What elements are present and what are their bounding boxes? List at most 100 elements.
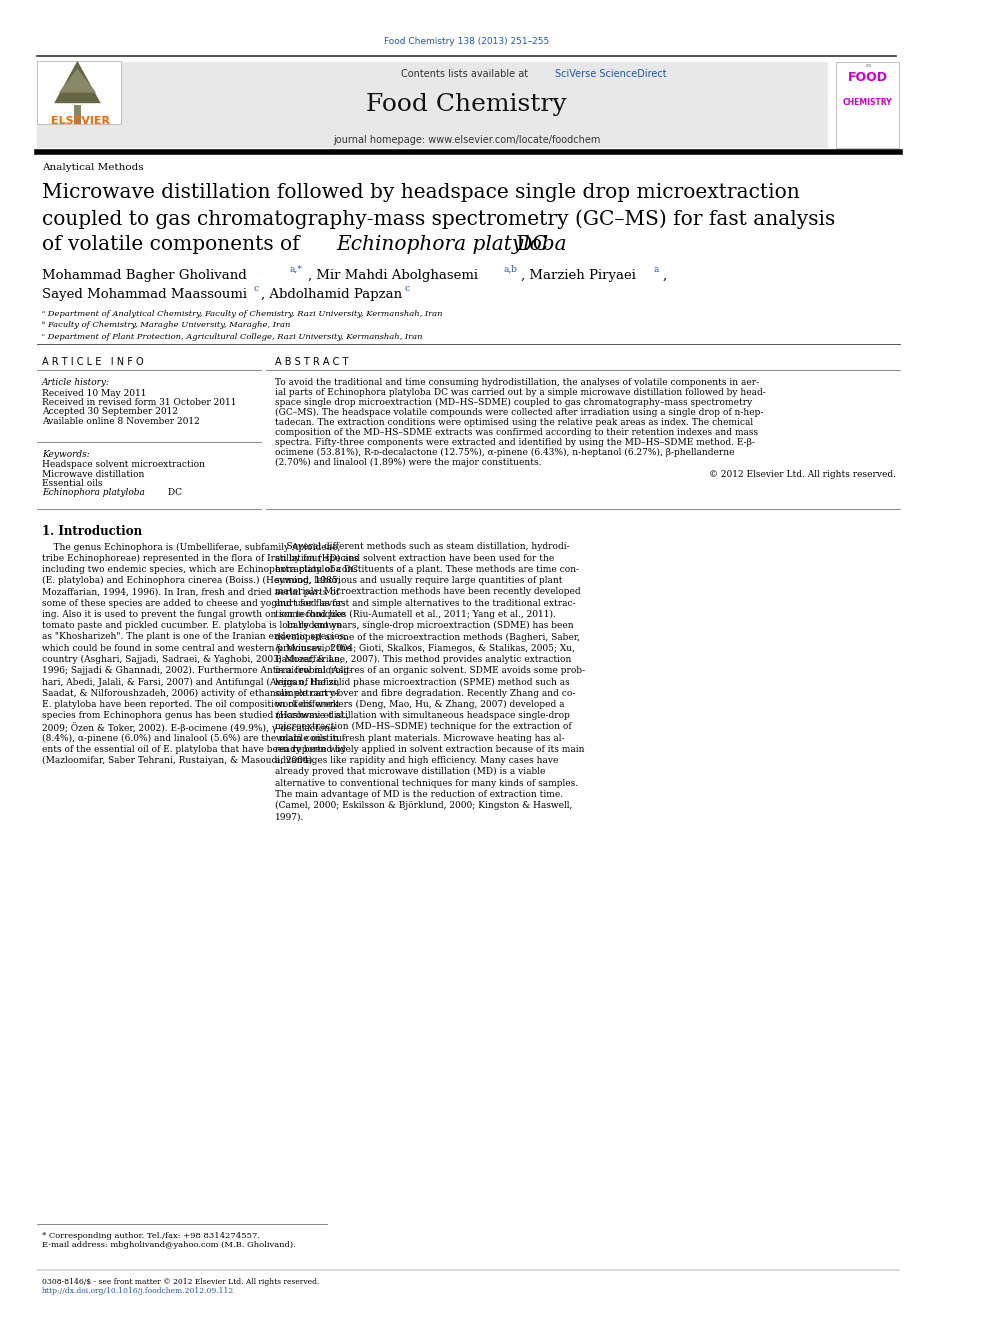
Text: ELSEVIER: ELSEVIER (52, 116, 110, 127)
Text: in a few microlitres of an organic solvent. SDME avoids some prob-: in a few microlitres of an organic solve… (275, 665, 585, 675)
Text: ents of the essential oil of E. platyloba that have been reported by: ents of the essential oil of E. platylob… (42, 745, 346, 754)
Text: ial parts of Echinophora platyloba DC was carried out by a simple microwave dist: ial parts of Echinophora platyloba DC wa… (275, 389, 766, 397)
Text: The main advantage of MD is the reduction of extraction time.: The main advantage of MD is the reductio… (275, 790, 563, 799)
Text: tribe Echinophoreae) represented in the flora of Iran by four species: tribe Echinophoreae) represented in the … (42, 553, 358, 562)
Text: Received 10 May 2011: Received 10 May 2011 (42, 389, 147, 398)
Bar (73, 105, 81, 124)
Text: ing. Also it is used to prevent the fungal growth on some food like: ing. Also it is used to prevent the fung… (42, 610, 345, 619)
Text: which could be found in some central and western provinces of the: which could be found in some central and… (42, 643, 351, 652)
Text: volatile oils in fresh plant materials. Microwave heating has al-: volatile oils in fresh plant materials. … (275, 733, 564, 742)
Text: E-mail address: mbgholivand@yahoo.com (M.B. Gholivand).: E-mail address: mbgholivand@yahoo.com (M… (42, 1241, 296, 1249)
Text: Article history:: Article history: (42, 378, 110, 388)
Text: materials. Microextraction methods have been recently developed: materials. Microextraction methods have … (275, 587, 581, 597)
Text: DC: DC (165, 488, 183, 497)
Text: Echinophora platyloba: Echinophora platyloba (42, 488, 145, 497)
Polygon shape (59, 69, 96, 93)
Text: some of these species are added to cheese and yoghurt for flavor-: some of these species are added to chees… (42, 598, 345, 607)
Text: A B S T R A C T: A B S T R A C T (275, 357, 348, 368)
Text: In recent years, single-drop microextraction (SDME) has been: In recent years, single-drop microextrac… (275, 620, 573, 630)
Text: tion techniques (Riu-Aumatell et al., 2011; Yang et al., 2011).: tion techniques (Riu-Aumatell et al., 20… (275, 610, 557, 619)
Text: SciVerse ScienceDirect: SciVerse ScienceDirect (556, 69, 667, 79)
Text: (E. platyloba) and Echinophora cinerea (Boiss.) (Heywood, 1985;: (E. platyloba) and Echinophora cinerea (… (42, 576, 340, 585)
Text: , Abdolhamid Papzan: , Abdolhamid Papzan (261, 288, 403, 302)
Text: 1996; Sajjadi & Ghannadi, 2002). Furthermore Anti-microbial (Asg-: 1996; Sajjadi & Ghannadi, 2002). Further… (42, 665, 352, 675)
Text: 0308-8146/$ - see front matter © 2012 Elsevier Ltd. All rights reserved.: 0308-8146/$ - see front matter © 2012 El… (42, 1278, 319, 1286)
Text: as "Khosharizeh". The plant is one of the Iranian endemic species,: as "Khosharizeh". The plant is one of th… (42, 632, 347, 642)
Text: including two endemic species, which are Echinophora platyloba DC: including two endemic species, which are… (42, 565, 358, 574)
Text: © 2012 Elsevier Ltd. All rights reserved.: © 2012 Elsevier Ltd. All rights reserved… (708, 470, 896, 479)
Text: Analytical Methods: Analytical Methods (42, 163, 144, 172)
Text: workers workers (Deng, Mao, Hu, & Zhang, 2007) developed a: workers workers (Deng, Mao, Hu, & Zhang,… (275, 700, 564, 709)
Text: Headspace solvent microextraction: Headspace solvent microextraction (42, 460, 205, 470)
Text: To avoid the traditional and time consuming hydrodistillation, the analyses of v: To avoid the traditional and time consum… (275, 378, 759, 388)
Text: Contents lists available at: Contents lists available at (402, 69, 532, 79)
Text: Basheer, & Lee, 2007). This method provides analytic extraction: Basheer, & Lee, 2007). This method provi… (275, 655, 571, 664)
Text: ≡: ≡ (864, 61, 871, 70)
Text: advantages like rapidity and high efficiency. Many cases have: advantages like rapidity and high effici… (275, 755, 558, 765)
Text: ᵇ Faculty of Chemistry, Maraghe University, Maraghe, Iran: ᵇ Faculty of Chemistry, Maraghe Universi… (42, 321, 291, 329)
Text: species from Echinophora genus has been studied (Hashemi et al.,: species from Echinophora genus has been … (42, 710, 349, 720)
Text: space single drop microextraction (MD–HS–SDME) coupled to gas chromatography–mas: space single drop microextraction (MD–HS… (275, 398, 753, 407)
Text: tadecan. The extraction conditions were optimised using the relative peak areas : tadecan. The extraction conditions were … (275, 418, 753, 427)
Text: Sayed Mohammad Maassoumi: Sayed Mohammad Maassoumi (42, 288, 247, 302)
Text: (2.70%) and linalool (1.89%) were the major constituents.: (2.70%) and linalool (1.89%) were the ma… (275, 458, 542, 467)
Text: The genus Echinophora is (Umbelliferae, subfamily Apioideae,: The genus Echinophora is (Umbelliferae, … (42, 542, 340, 552)
Text: Microwave distillation followed by headspace single drop microextraction: Microwave distillation followed by heads… (42, 183, 800, 201)
Text: ready been widely applied in solvent extraction because of its main: ready been widely applied in solvent ext… (275, 745, 584, 754)
Text: ,: , (663, 269, 667, 282)
Text: c: c (254, 284, 259, 294)
Text: FOOD: FOOD (847, 71, 888, 85)
Text: ocimene (53.81%), R-ᴅ-decalactone (12.75%), α-pinene (6.43%), n-heptanol (6.27%): ocimene (53.81%), R-ᴅ-decalactone (12.75… (275, 447, 735, 456)
Text: sample carry-over and fibre degradation. Recently Zhang and co-: sample carry-over and fibre degradation.… (275, 688, 575, 697)
Text: http://dx.doi.org/10.1016/j.foodchem.2012.09.112: http://dx.doi.org/10.1016/j.foodchem.201… (42, 1287, 234, 1295)
Text: ᵃ Department of Analytical Chemistry, Faculty of Chemistry, Razi University, Ker: ᵃ Department of Analytical Chemistry, Fa… (42, 310, 442, 318)
Text: hari, Abedi, Jalali, & Farsi, 2007) and Antifungal (Avijgan, Hafizi,: hari, Abedi, Jalali, & Farsi, 2007) and … (42, 677, 339, 687)
Text: ᶜ Department of Plant Protection, Agricultural College, Razi University, Kermans: ᶜ Department of Plant Protection, Agricu… (42, 333, 423, 341)
Text: of volatile components of: of volatile components of (42, 235, 306, 254)
Text: Microwave distillation: Microwave distillation (42, 470, 145, 479)
Text: CHEMISTRY: CHEMISTRY (843, 98, 893, 107)
Text: microwave distillation with simultaneous headspace single-drop: microwave distillation with simultaneous… (275, 710, 570, 720)
Text: microextraction (MD–HS–SDME) technique for the extraction of: microextraction (MD–HS–SDME) technique f… (275, 722, 571, 732)
Text: Accepted 30 September 2012: Accepted 30 September 2012 (42, 407, 178, 417)
Text: A R T I C L E   I N F O: A R T I C L E I N F O (42, 357, 144, 368)
Text: DC: DC (510, 235, 549, 254)
Text: (Camel, 2000; Eskilsson & Björklund, 2000; Kingston & Haswell,: (Camel, 2000; Eskilsson & Björklund, 200… (275, 800, 572, 810)
Text: 1997).: 1997). (275, 812, 305, 822)
Text: a,*: a,* (290, 265, 302, 274)
Text: coupled to gas chromatography-mass spectrometry (GC–MS) for fast analysis: coupled to gas chromatography-mass spect… (42, 209, 835, 229)
FancyBboxPatch shape (38, 62, 828, 148)
Text: developed as one of the microextraction methods (Bagheri, Saber,: developed as one of the microextraction … (275, 632, 580, 642)
Text: Keywords:: Keywords: (42, 450, 89, 459)
Text: Saadat, & Nilforoushzadeh, 2006) activity of ethanolic extract of: Saadat, & Nilforoushzadeh, 2006) activit… (42, 688, 339, 697)
Text: E. platyloba have been reported. The oil composition of different: E. platyloba have been reported. The oil… (42, 700, 339, 709)
FancyBboxPatch shape (836, 62, 900, 148)
Text: suming, laborious and usually require large quantities of plant: suming, laborious and usually require la… (275, 576, 562, 585)
Text: composition of the MD–HS–SDME extracts was confirmed according to their retentio: composition of the MD–HS–SDME extracts w… (275, 427, 758, 437)
Text: Received in revised form 31 October 2011: Received in revised form 31 October 2011 (42, 398, 236, 407)
Text: spectra. Fifty-three components were extracted and identified by using the MD–HS: spectra. Fifty-three components were ext… (275, 438, 755, 447)
Text: and used as fast and simple alternatives to the traditional extrac-: and used as fast and simple alternatives… (275, 598, 575, 607)
Text: 1. Introduction: 1. Introduction (42, 525, 142, 538)
Text: a,b: a,b (504, 265, 518, 274)
Text: & Mousavi, 2004; Gioti, Skalkos, Fiamegos, & Stalikas, 2005; Xu,: & Mousavi, 2004; Gioti, Skalkos, Fiamego… (275, 643, 575, 652)
Text: stillation (HD) and solvent extraction have been used for the: stillation (HD) and solvent extraction h… (275, 553, 555, 562)
Text: extraction of constituents of a plant. These methods are time con-: extraction of constituents of a plant. T… (275, 565, 579, 574)
Text: * Corresponding author. Tel./fax: +98 8314274557.: * Corresponding author. Tel./fax: +98 83… (42, 1232, 260, 1240)
Text: , Mir Mahdi Abolghasemi: , Mir Mahdi Abolghasemi (308, 269, 478, 282)
Text: Available online 8 November 2012: Available online 8 November 2012 (42, 417, 199, 426)
Text: , Marzieh Piryaei: , Marzieh Piryaei (521, 269, 636, 282)
Text: lems of the solid phase microextraction (SPME) method such as: lems of the solid phase microextraction … (275, 677, 570, 687)
Text: a: a (653, 265, 659, 274)
Text: 2009; Özen & Toker, 2002). E-β-ocimene (49.9%), γ-decalactone: 2009; Özen & Toker, 2002). E-β-ocimene (… (42, 722, 335, 733)
Text: tomato paste and pickled cucumber. E. platyloba is locally known: tomato paste and pickled cucumber. E. pl… (42, 620, 342, 630)
Text: already proved that microwave distillation (MD) is a viable: already proved that microwave distillati… (275, 767, 546, 777)
FancyBboxPatch shape (38, 61, 121, 124)
Text: journal homepage: www.elsevier.com/locate/foodchem: journal homepage: www.elsevier.com/locat… (332, 135, 600, 146)
Text: Food Chemistry 138 (2013) 251–255: Food Chemistry 138 (2013) 251–255 (384, 37, 550, 46)
Text: (Mazloomifar, Saber Tehrani, Rustaiyan, & Masoudi, 2004).: (Mazloomifar, Saber Tehrani, Rustaiyan, … (42, 755, 315, 765)
Text: (8.4%), α-pinene (6.0%) and linalool (5.6%) are the main constitu-: (8.4%), α-pinene (6.0%) and linalool (5.… (42, 733, 345, 742)
Polygon shape (55, 61, 101, 103)
Text: Mohammad Bagher Gholivand: Mohammad Bagher Gholivand (42, 269, 247, 282)
Text: c: c (405, 284, 410, 294)
